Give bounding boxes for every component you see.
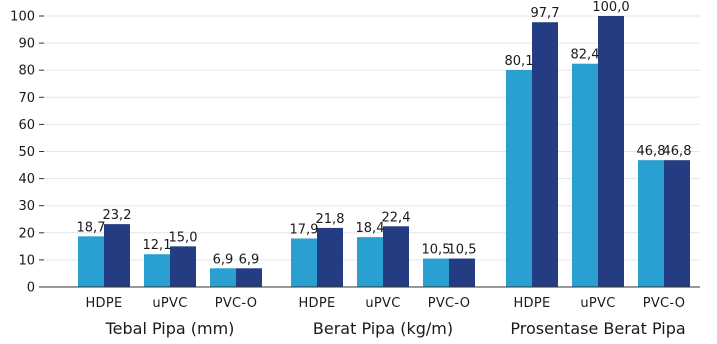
bar-series-a <box>144 254 170 287</box>
bar-series-b <box>170 246 196 287</box>
y-tick-label: 40 <box>18 172 35 187</box>
bar-series-a <box>291 238 317 287</box>
data-label-series-a: 46,8 <box>637 144 666 159</box>
bar-series-b <box>532 22 558 287</box>
x-group-label: Tebal Pipa (mm) <box>105 319 235 338</box>
bar-series-b <box>104 224 130 287</box>
x-category-label: HDPE <box>85 296 122 311</box>
data-label-series-b: 21,8 <box>316 212 345 227</box>
data-label-series-a: 17,9 <box>290 222 319 237</box>
bar-series-b <box>664 160 690 287</box>
y-tick-label: 10 <box>18 253 35 268</box>
x-group-label: Berat Pipa (kg/m) <box>313 319 453 338</box>
x-category-label: uPVC <box>365 296 400 311</box>
x-category-label: PVC-O <box>215 296 258 311</box>
bar-series-a <box>357 237 383 287</box>
bar-series-a <box>78 236 104 287</box>
y-tick-label: 0 <box>27 281 35 296</box>
data-label-series-b: 22,4 <box>382 210 411 225</box>
data-label-series-a: 18,4 <box>356 221 385 236</box>
data-label-series-a: 18,7 <box>77 220 106 235</box>
x-category-label: PVC-O <box>643 296 686 311</box>
data-label-series-a: 6,9 <box>213 252 234 267</box>
bar-series-b <box>449 258 475 287</box>
y-tick-label: 70 <box>18 91 35 106</box>
bar-series-a <box>423 258 449 287</box>
y-axis-ticks: 0 10 20 30 40 50 60 70 80 90 100 <box>10 10 44 296</box>
data-label-series-b: 10,5 <box>448 243 477 258</box>
x-category-label: HDPE <box>298 296 335 311</box>
x-category-label: uPVC <box>152 296 187 311</box>
grid-lines <box>44 15 700 261</box>
bar-series-a <box>210 268 236 287</box>
x-category-label: uPVC <box>580 296 615 311</box>
bar-series-a <box>506 69 532 287</box>
y-tick-label: 60 <box>18 118 35 133</box>
data-label-series-b: 15,0 <box>169 230 198 245</box>
y-tick-label: 90 <box>18 37 35 52</box>
bar-series-b <box>317 227 343 287</box>
x-category-label: HDPE <box>513 296 550 311</box>
data-label-series-b: 6,9 <box>239 252 260 267</box>
data-label-series-b: 46,8 <box>663 144 692 159</box>
data-label-series-a: 12,1 <box>143 238 172 253</box>
y-tick-label: 30 <box>18 199 35 214</box>
x-group-label: Prosentase Berat Pipa <box>510 319 685 338</box>
data-labels: 18,723,2 12,115,0 6,9 6,9 17,921,8 18,422,4 10… <box>77 0 692 267</box>
bars <box>78 16 690 287</box>
bar-series-b <box>598 16 624 287</box>
bar-series-a <box>638 160 664 287</box>
bar-series-b <box>383 226 409 287</box>
y-tick-label: 20 <box>18 226 35 241</box>
y-tick-label: 80 <box>18 64 35 79</box>
data-label-series-a: 80,1 <box>505 54 534 69</box>
bar-series-a <box>572 63 598 287</box>
x-axis-labels: HDPE uPVC PVC-O Tebal Pipa (mm) HDPE uPVC PVC-… <box>85 296 685 338</box>
data-label-series-b: 23,2 <box>103 208 132 223</box>
data-label-series-a: 82,4 <box>571 48 600 63</box>
data-label-series-b: 100,0 <box>592 0 629 15</box>
y-tick-label: 100 <box>10 10 35 25</box>
data-label-series-a: 10,5 <box>422 243 451 258</box>
y-tick-label: 50 <box>18 145 35 160</box>
bar-series-b <box>236 268 262 287</box>
data-label-series-b: 97,7 <box>531 6 560 21</box>
x-category-label: PVC-O <box>428 296 471 311</box>
